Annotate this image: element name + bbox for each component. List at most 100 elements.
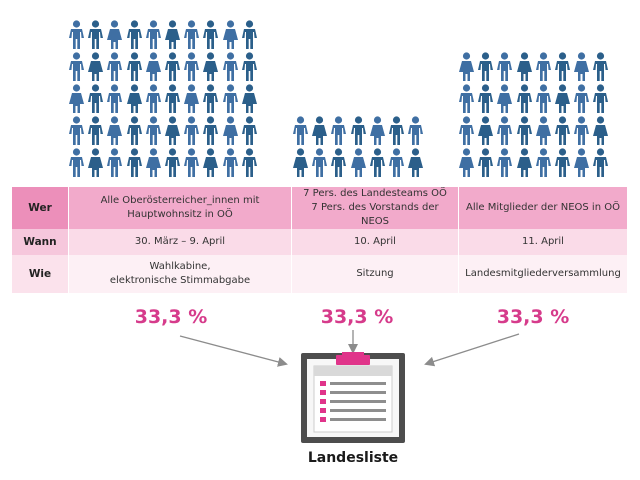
person-icon: [69, 148, 84, 177]
person-icon: [88, 116, 104, 145]
person-icon: [107, 52, 123, 81]
person-icon: [574, 148, 590, 177]
row-header-wer: Wer: [12, 187, 69, 229]
person-icon: [535, 84, 551, 113]
person-icon: [145, 20, 161, 49]
person-icon: [293, 116, 308, 145]
person-icon: [459, 148, 474, 177]
row-header-wann: Wann: [12, 229, 69, 255]
person-icon: [497, 148, 513, 177]
cell-wer-citizens: Alle Oberösterreicher_innen mit Hauptwoh…: [68, 187, 292, 229]
cell-wann-team: 10. April: [291, 229, 459, 255]
person-icon: [331, 116, 347, 145]
person-icon: [389, 148, 404, 177]
arrow-citizens: [179, 335, 288, 367]
cell-wer-team: 7 Pers. des Landesteams OÖ 7 Pers. des V…: [291, 187, 459, 229]
person-icon: [497, 52, 513, 81]
person-icon: [516, 148, 532, 177]
person-icon: [408, 148, 424, 177]
person-icon: [165, 20, 180, 49]
person-icon: [312, 116, 328, 145]
person-icon: [350, 116, 366, 145]
person-icon: [222, 52, 238, 81]
voting-table: Wer Alle Oberösterreicher_innen mit Haup…: [12, 187, 628, 293]
person-icon: [184, 84, 200, 113]
person-icon: [241, 84, 257, 113]
person-icon: [165, 148, 180, 177]
person-icon: [408, 116, 424, 145]
person-icon: [69, 84, 84, 113]
person-icon: [535, 52, 551, 81]
person-icon: [497, 116, 513, 145]
row-wann: Wann 30. März – 9. April 10. April 11. A…: [12, 229, 628, 255]
person-icon: [69, 116, 84, 145]
person-icon: [126, 52, 142, 81]
person-icon: [293, 148, 308, 177]
person-icon: [555, 116, 570, 145]
row-wie: Wie Wahlkabine, elektronische Stimmabgab…: [12, 255, 628, 293]
person-icon: [516, 116, 532, 145]
share-team: 33,3 %: [320, 306, 394, 328]
person-icon: [184, 148, 200, 177]
cell-wer-members: Alle Mitglieder der NEOS in OÖ: [458, 187, 628, 229]
person-icon: [145, 84, 161, 113]
person-icon: [69, 52, 84, 81]
person-icon: [516, 84, 532, 113]
person-icon: [203, 20, 219, 49]
person-icon: [535, 148, 551, 177]
person-icon: [241, 52, 257, 81]
person-icon: [222, 20, 238, 49]
person-icon: [535, 116, 551, 145]
person-icon: [88, 20, 104, 49]
person-icon: [184, 20, 200, 49]
landesliste-label: Landesliste: [307, 450, 399, 466]
person-icon: [516, 52, 532, 81]
person-icon: [126, 148, 142, 177]
person-icon: [369, 116, 385, 145]
person-icon: [203, 148, 219, 177]
person-icon: [241, 20, 257, 49]
share-members: 33,3 %: [496, 306, 570, 328]
person-icon: [478, 52, 494, 81]
person-icon: [88, 84, 104, 113]
person-icon: [459, 116, 474, 145]
person-icon: [107, 20, 123, 49]
person-icon: [107, 116, 123, 145]
person-icon: [203, 52, 219, 81]
person-icon: [126, 84, 142, 113]
person-icon: [88, 52, 104, 81]
ballot-list-icon: [301, 352, 405, 443]
person-icon: [184, 116, 200, 145]
cell-wie-members: Landesmitgliederversammlung: [458, 255, 628, 293]
person-icon: [389, 116, 404, 145]
person-icon: [222, 84, 238, 113]
person-icon: [126, 20, 142, 49]
person-icon: [369, 148, 385, 177]
person-icon: [145, 148, 161, 177]
arrow-members: [424, 333, 520, 367]
person-icon: [203, 84, 219, 113]
person-icon: [350, 148, 366, 177]
person-icon: [69, 20, 84, 49]
cell-wie-citizens: Wahlkabine, elektronische Stimmabgabe: [68, 255, 292, 293]
person-icon: [478, 84, 494, 113]
person-icon: [184, 52, 200, 81]
person-icon: [88, 148, 104, 177]
cell-wann-citizens: 30. März – 9. April: [68, 229, 292, 255]
person-icon: [241, 148, 257, 177]
person-icon: [497, 84, 513, 113]
person-icon: [555, 52, 570, 81]
person-icon: [107, 148, 123, 177]
share-citizens: 33,3 %: [134, 306, 208, 328]
person-icon: [574, 52, 590, 81]
person-icon: [593, 84, 609, 113]
person-icon: [459, 52, 474, 81]
person-icon: [145, 52, 161, 81]
person-icon: [574, 84, 590, 113]
person-icon: [241, 116, 257, 145]
person-icon: [331, 148, 347, 177]
person-icon: [145, 116, 161, 145]
person-icon: [593, 148, 609, 177]
person-icon: [574, 116, 590, 145]
person-icon: [222, 148, 238, 177]
